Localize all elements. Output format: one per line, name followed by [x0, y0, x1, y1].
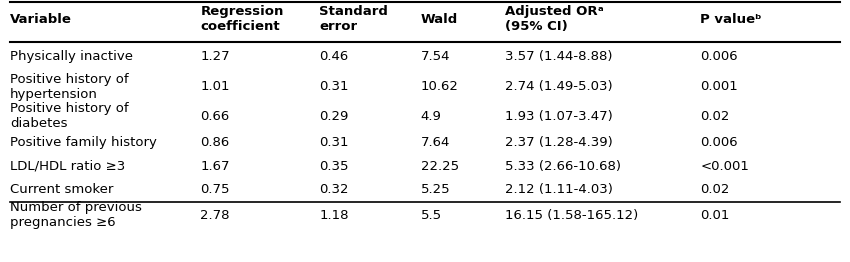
Text: 5.25: 5.25 [421, 183, 450, 196]
Text: P valueᵇ: P valueᵇ [700, 13, 762, 26]
Text: 0.02: 0.02 [700, 110, 729, 123]
Text: 1.93 (1.07-3.47): 1.93 (1.07-3.47) [506, 110, 613, 123]
Text: Adjusted ORᵃ
(95% CI): Adjusted ORᵃ (95% CI) [506, 5, 604, 33]
Text: 3.57 (1.44-8.88): 3.57 (1.44-8.88) [506, 50, 613, 63]
Text: 0.001: 0.001 [700, 80, 738, 93]
Text: LDL/HDL ratio ≥3: LDL/HDL ratio ≥3 [10, 160, 125, 173]
Text: 2.78: 2.78 [201, 209, 230, 222]
Text: 0.02: 0.02 [700, 183, 729, 196]
Text: Standard
error: Standard error [319, 5, 388, 33]
Text: 0.01: 0.01 [700, 209, 729, 222]
Text: Physically inactive: Physically inactive [10, 50, 133, 63]
Text: 0.31: 0.31 [319, 80, 348, 93]
Text: 0.31: 0.31 [319, 136, 348, 149]
Text: 0.46: 0.46 [319, 50, 348, 63]
Text: 1.67: 1.67 [201, 160, 230, 173]
Text: 0.006: 0.006 [700, 50, 738, 63]
Text: 0.75: 0.75 [201, 183, 230, 196]
Text: 5.5: 5.5 [421, 209, 442, 222]
Text: 1.18: 1.18 [319, 209, 348, 222]
Text: 7.64: 7.64 [421, 136, 450, 149]
Text: Positive family history: Positive family history [10, 136, 156, 149]
Text: 2.37 (1.28-4.39): 2.37 (1.28-4.39) [506, 136, 613, 149]
Text: 22.25: 22.25 [421, 160, 459, 173]
Text: Regression
coefficient: Regression coefficient [201, 5, 284, 33]
Text: 0.86: 0.86 [201, 136, 230, 149]
Text: 10.62: 10.62 [421, 80, 459, 93]
Text: Positive history of
diabetes: Positive history of diabetes [10, 102, 128, 130]
Text: 0.66: 0.66 [201, 110, 230, 123]
Text: Wald: Wald [421, 13, 458, 26]
Text: 0.29: 0.29 [319, 110, 348, 123]
Text: Positive history of
hypertension: Positive history of hypertension [10, 73, 128, 101]
Text: 7.54: 7.54 [421, 50, 450, 63]
Text: 4.9: 4.9 [421, 110, 442, 123]
Text: 1.01: 1.01 [201, 80, 230, 93]
Text: 5.33 (2.66-10.68): 5.33 (2.66-10.68) [506, 160, 621, 173]
Text: 2.12 (1.11-4.03): 2.12 (1.11-4.03) [506, 183, 614, 196]
Text: Current smoker: Current smoker [10, 183, 113, 196]
Text: 0.006: 0.006 [700, 136, 738, 149]
Text: Number of previous
pregnancies ≥6: Number of previous pregnancies ≥6 [10, 201, 142, 229]
Text: 0.35: 0.35 [319, 160, 348, 173]
Text: 2.74 (1.49-5.03): 2.74 (1.49-5.03) [506, 80, 613, 93]
Text: Variable: Variable [10, 13, 71, 26]
Text: 1.27: 1.27 [201, 50, 230, 63]
Text: <0.001: <0.001 [700, 160, 749, 173]
Text: 0.32: 0.32 [319, 183, 348, 196]
Text: 16.15 (1.58-165.12): 16.15 (1.58-165.12) [506, 209, 638, 222]
